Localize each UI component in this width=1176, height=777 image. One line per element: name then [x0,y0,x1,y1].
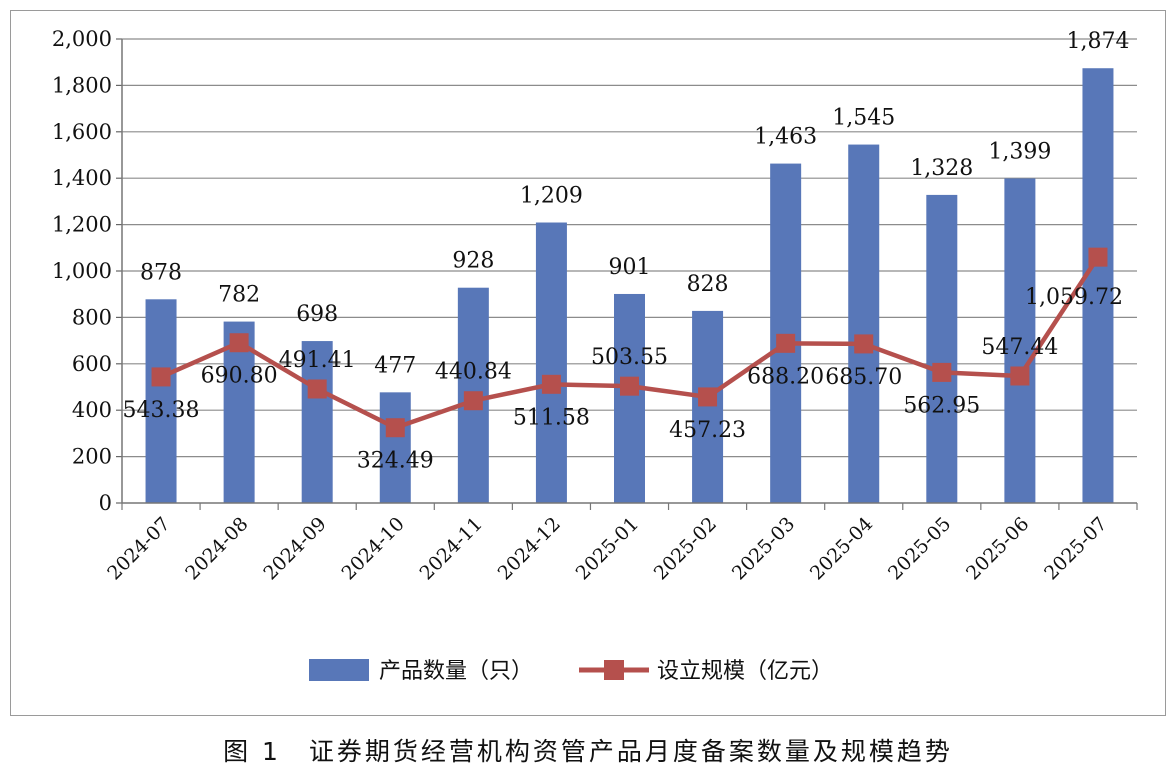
bar [848,144,880,503]
bar-value-label: 1,545 [832,106,895,131]
legend-label-line: 设立规模（亿元） [657,659,833,684]
bar-value-label: 828 [687,272,729,297]
line-value-label: 491.41 [279,348,356,373]
x-tick-label: 2024-09 [259,513,330,584]
bar [614,293,645,503]
y-tick-label: 1,800 [52,73,112,97]
bar [692,310,724,503]
line-marker [698,387,718,407]
chart-frame: 0 200 400 600 800 1,000 1,200 1,400 1,600 1,800 2,… [10,10,1166,716]
y-tick-label: 0 [99,491,112,515]
line-value-label: 690.80 [201,364,278,389]
x-tick-label: 2025-04 [806,513,877,584]
line-marker [463,391,483,411]
line-marker [620,376,639,396]
legend-label-bar: 产品数量（只） [379,659,533,684]
bar-value-label: 901 [609,255,651,280]
line-marker [229,333,249,353]
y-tick-label: 2,000 [52,27,112,51]
line-value-label: 503.55 [591,345,668,370]
y-tick-label: 1,200 [52,213,112,237]
bar [379,392,411,503]
data-labels: 878 782 698 477 928 1,209 901 828 1,463 1,545 1,32… [123,29,1130,473]
legend-swatch-bar [309,659,369,681]
line-marker [1010,366,1030,386]
legend-swatch-marker [604,660,624,680]
line-value-label: 457.23 [669,418,746,443]
line-value-label: 562.95 [903,393,980,418]
x-tick-label: 2024-08 [181,513,252,584]
bar-value-label: 928 [452,249,494,274]
y-tick-label: 1,600 [52,120,112,144]
y-tick-label: 1,000 [52,259,112,283]
line-marker [854,334,874,354]
y-tick-label: 400 [72,398,112,422]
line-value-label: 547.44 [981,335,1058,360]
x-tick-label: 2025-01 [572,513,643,584]
line-marker [541,374,561,394]
grid-lines [122,38,1137,458]
bar-value-label: 1,328 [910,156,973,181]
bar [926,194,958,504]
bar-series [145,68,1114,504]
line-value-label: 511.58 [513,405,590,430]
x-tick-label: 2025-03 [728,513,799,584]
y-tick-label: 1,400 [52,166,112,190]
line-value-label: 543.38 [123,398,200,423]
x-tick-label: 2025-02 [650,513,721,584]
line-value-label: 1,059.72 [1025,285,1123,310]
combo-chart: 0 200 400 600 800 1,000 1,200 1,400 1,600 1,800 2,… [52,27,1138,684]
bar [535,222,567,503]
line-value-label: 324.49 [357,449,434,474]
line-marker [932,362,952,382]
line-marker [385,418,405,438]
bar-value-label: 1,399 [988,139,1051,164]
y-tick-label: 800 [72,305,112,329]
x-tick-label: 2025-07 [1040,513,1111,584]
x-tick-label: 2024-11 [415,513,486,584]
y-tick-label: 600 [72,352,112,376]
line-marker [1088,247,1108,267]
bar-value-label: 878 [140,260,182,285]
bar [301,341,333,503]
bar-value-label: 1,209 [520,184,583,209]
bar [1004,178,1036,503]
line-marker [776,333,796,353]
axes: 0 200 400 600 800 1,000 1,200 1,400 1,600 1,800 2,… [52,27,1138,584]
legend: 产品数量（只） 设立规模（亿元） [309,659,833,684]
bar-value-label: 1,874 [1066,29,1129,54]
line-series [151,247,1108,438]
x-tick-label: 2024-12 [494,513,565,584]
bar-value-label: 782 [218,283,260,308]
line-value-label: 685.70 [825,365,902,390]
line-marker [151,367,171,387]
y-tick-label: 200 [72,445,112,469]
bar-value-label: 698 [296,302,338,327]
bar-value-label: 477 [374,353,416,378]
line-value-label: 440.84 [435,360,512,385]
x-tick-label: 2025-05 [884,513,955,584]
bar [770,163,802,504]
bar [145,299,177,503]
x-tick-label: 2025-06 [962,513,1033,584]
figure-caption: 图 1 证券期货经营机构资管产品月度备案数量及规模趋势 [223,737,953,766]
x-tick-label: 2024-10 [337,513,408,584]
bar [1082,68,1114,503]
bar-value-label: 1,463 [754,125,817,150]
line-value-label: 688.20 [747,364,824,389]
line-marker [307,379,327,399]
x-tick-label: 2024-07 [103,513,174,584]
